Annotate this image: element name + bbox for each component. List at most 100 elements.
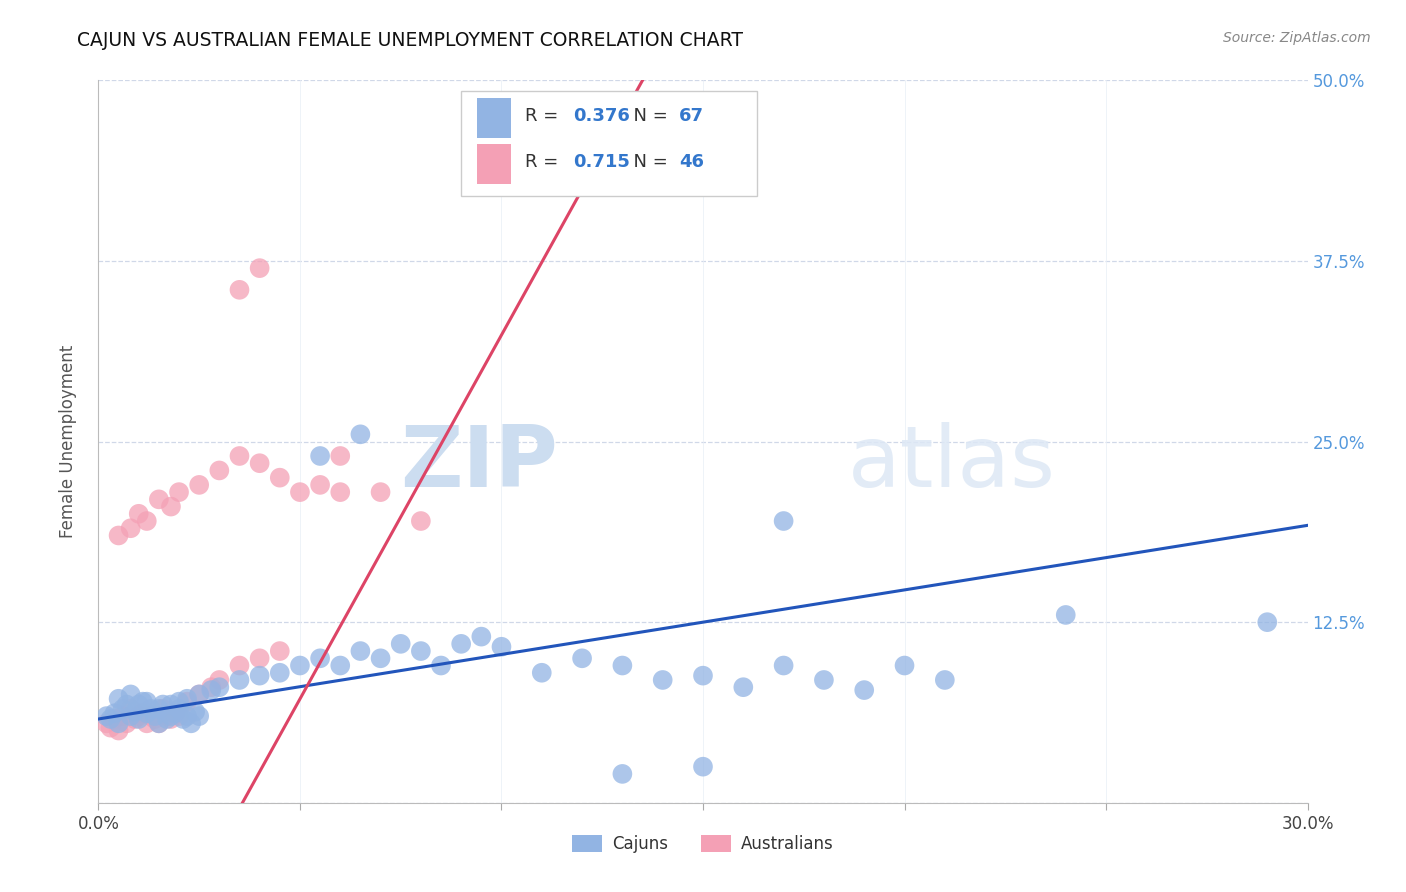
Point	[143, 712, 166, 726]
Point	[167, 702, 190, 716]
Point	[269, 470, 291, 484]
Point	[148, 716, 170, 731]
Point	[128, 698, 150, 712]
FancyBboxPatch shape	[461, 91, 758, 196]
Point	[409, 514, 432, 528]
Point	[772, 658, 794, 673]
Point	[124, 705, 146, 719]
Point	[132, 706, 155, 721]
Point	[160, 500, 183, 514]
Text: N =: N =	[621, 107, 673, 125]
Point	[152, 698, 174, 712]
Text: CAJUN VS AUSTRALIAN FEMALE UNEMPLOYMENT CORRELATION CHART: CAJUN VS AUSTRALIAN FEMALE UNEMPLOYMENT …	[77, 31, 744, 50]
Point	[135, 514, 157, 528]
Point	[329, 449, 352, 463]
Point	[184, 705, 207, 719]
Point	[612, 767, 634, 781]
FancyBboxPatch shape	[477, 144, 510, 184]
Point	[128, 709, 150, 723]
Point	[107, 716, 129, 731]
FancyBboxPatch shape	[477, 98, 510, 138]
Legend: Cajuns, Australians: Cajuns, Australians	[565, 828, 841, 860]
Text: R =: R =	[526, 153, 564, 171]
Point	[100, 721, 122, 735]
Point	[172, 712, 194, 726]
Point	[103, 712, 125, 726]
Text: ZIP: ZIP	[401, 422, 558, 505]
Point	[200, 680, 222, 694]
Point	[143, 709, 166, 723]
Point	[612, 658, 634, 673]
Point	[208, 673, 231, 687]
Point	[349, 644, 371, 658]
Point	[120, 521, 142, 535]
Point	[111, 709, 134, 723]
Point	[329, 485, 352, 500]
Point	[571, 651, 593, 665]
Point	[853, 683, 876, 698]
Point	[115, 698, 138, 712]
Point	[470, 630, 492, 644]
Point	[160, 712, 183, 726]
Point	[228, 283, 250, 297]
Point	[103, 706, 125, 721]
Point	[107, 691, 129, 706]
Point	[163, 706, 186, 721]
Point	[934, 673, 956, 687]
Text: N =: N =	[621, 153, 673, 171]
Point	[167, 695, 190, 709]
Point	[188, 687, 211, 701]
Point	[148, 702, 170, 716]
Point	[100, 712, 122, 726]
Point	[772, 514, 794, 528]
Point	[176, 709, 198, 723]
Point	[176, 691, 198, 706]
Text: 46: 46	[679, 153, 704, 171]
Point	[733, 680, 755, 694]
Point	[107, 723, 129, 738]
Point	[156, 712, 179, 726]
Point	[288, 658, 311, 673]
Point	[160, 698, 183, 712]
Point	[813, 673, 835, 687]
Point	[450, 637, 472, 651]
Point	[200, 683, 222, 698]
Point	[249, 668, 271, 682]
Point	[249, 261, 271, 276]
Point	[120, 687, 142, 701]
Text: 67: 67	[679, 107, 704, 125]
Point	[370, 485, 392, 500]
Point	[111, 702, 134, 716]
Point	[132, 695, 155, 709]
Point	[288, 485, 311, 500]
Point	[188, 478, 211, 492]
Point	[409, 644, 432, 658]
Point	[208, 463, 231, 477]
Point	[96, 709, 118, 723]
Point	[107, 528, 129, 542]
Point	[249, 456, 271, 470]
Point	[692, 668, 714, 682]
Point	[120, 709, 142, 723]
Point	[135, 716, 157, 731]
Point	[208, 680, 231, 694]
Text: Source: ZipAtlas.com: Source: ZipAtlas.com	[1223, 31, 1371, 45]
Point	[389, 637, 412, 651]
Point	[228, 673, 250, 687]
Point	[269, 644, 291, 658]
Point	[329, 658, 352, 673]
Point	[135, 706, 157, 721]
Point	[651, 673, 673, 687]
Point	[1054, 607, 1077, 622]
Text: 0.715: 0.715	[574, 153, 630, 171]
Point	[188, 709, 211, 723]
Point	[1256, 615, 1278, 630]
Point	[269, 665, 291, 680]
Text: 0.376: 0.376	[574, 107, 630, 125]
Text: atlas: atlas	[848, 422, 1056, 505]
Point	[309, 478, 332, 492]
Point	[148, 492, 170, 507]
Point	[124, 712, 146, 726]
Point	[96, 716, 118, 731]
Point	[135, 695, 157, 709]
